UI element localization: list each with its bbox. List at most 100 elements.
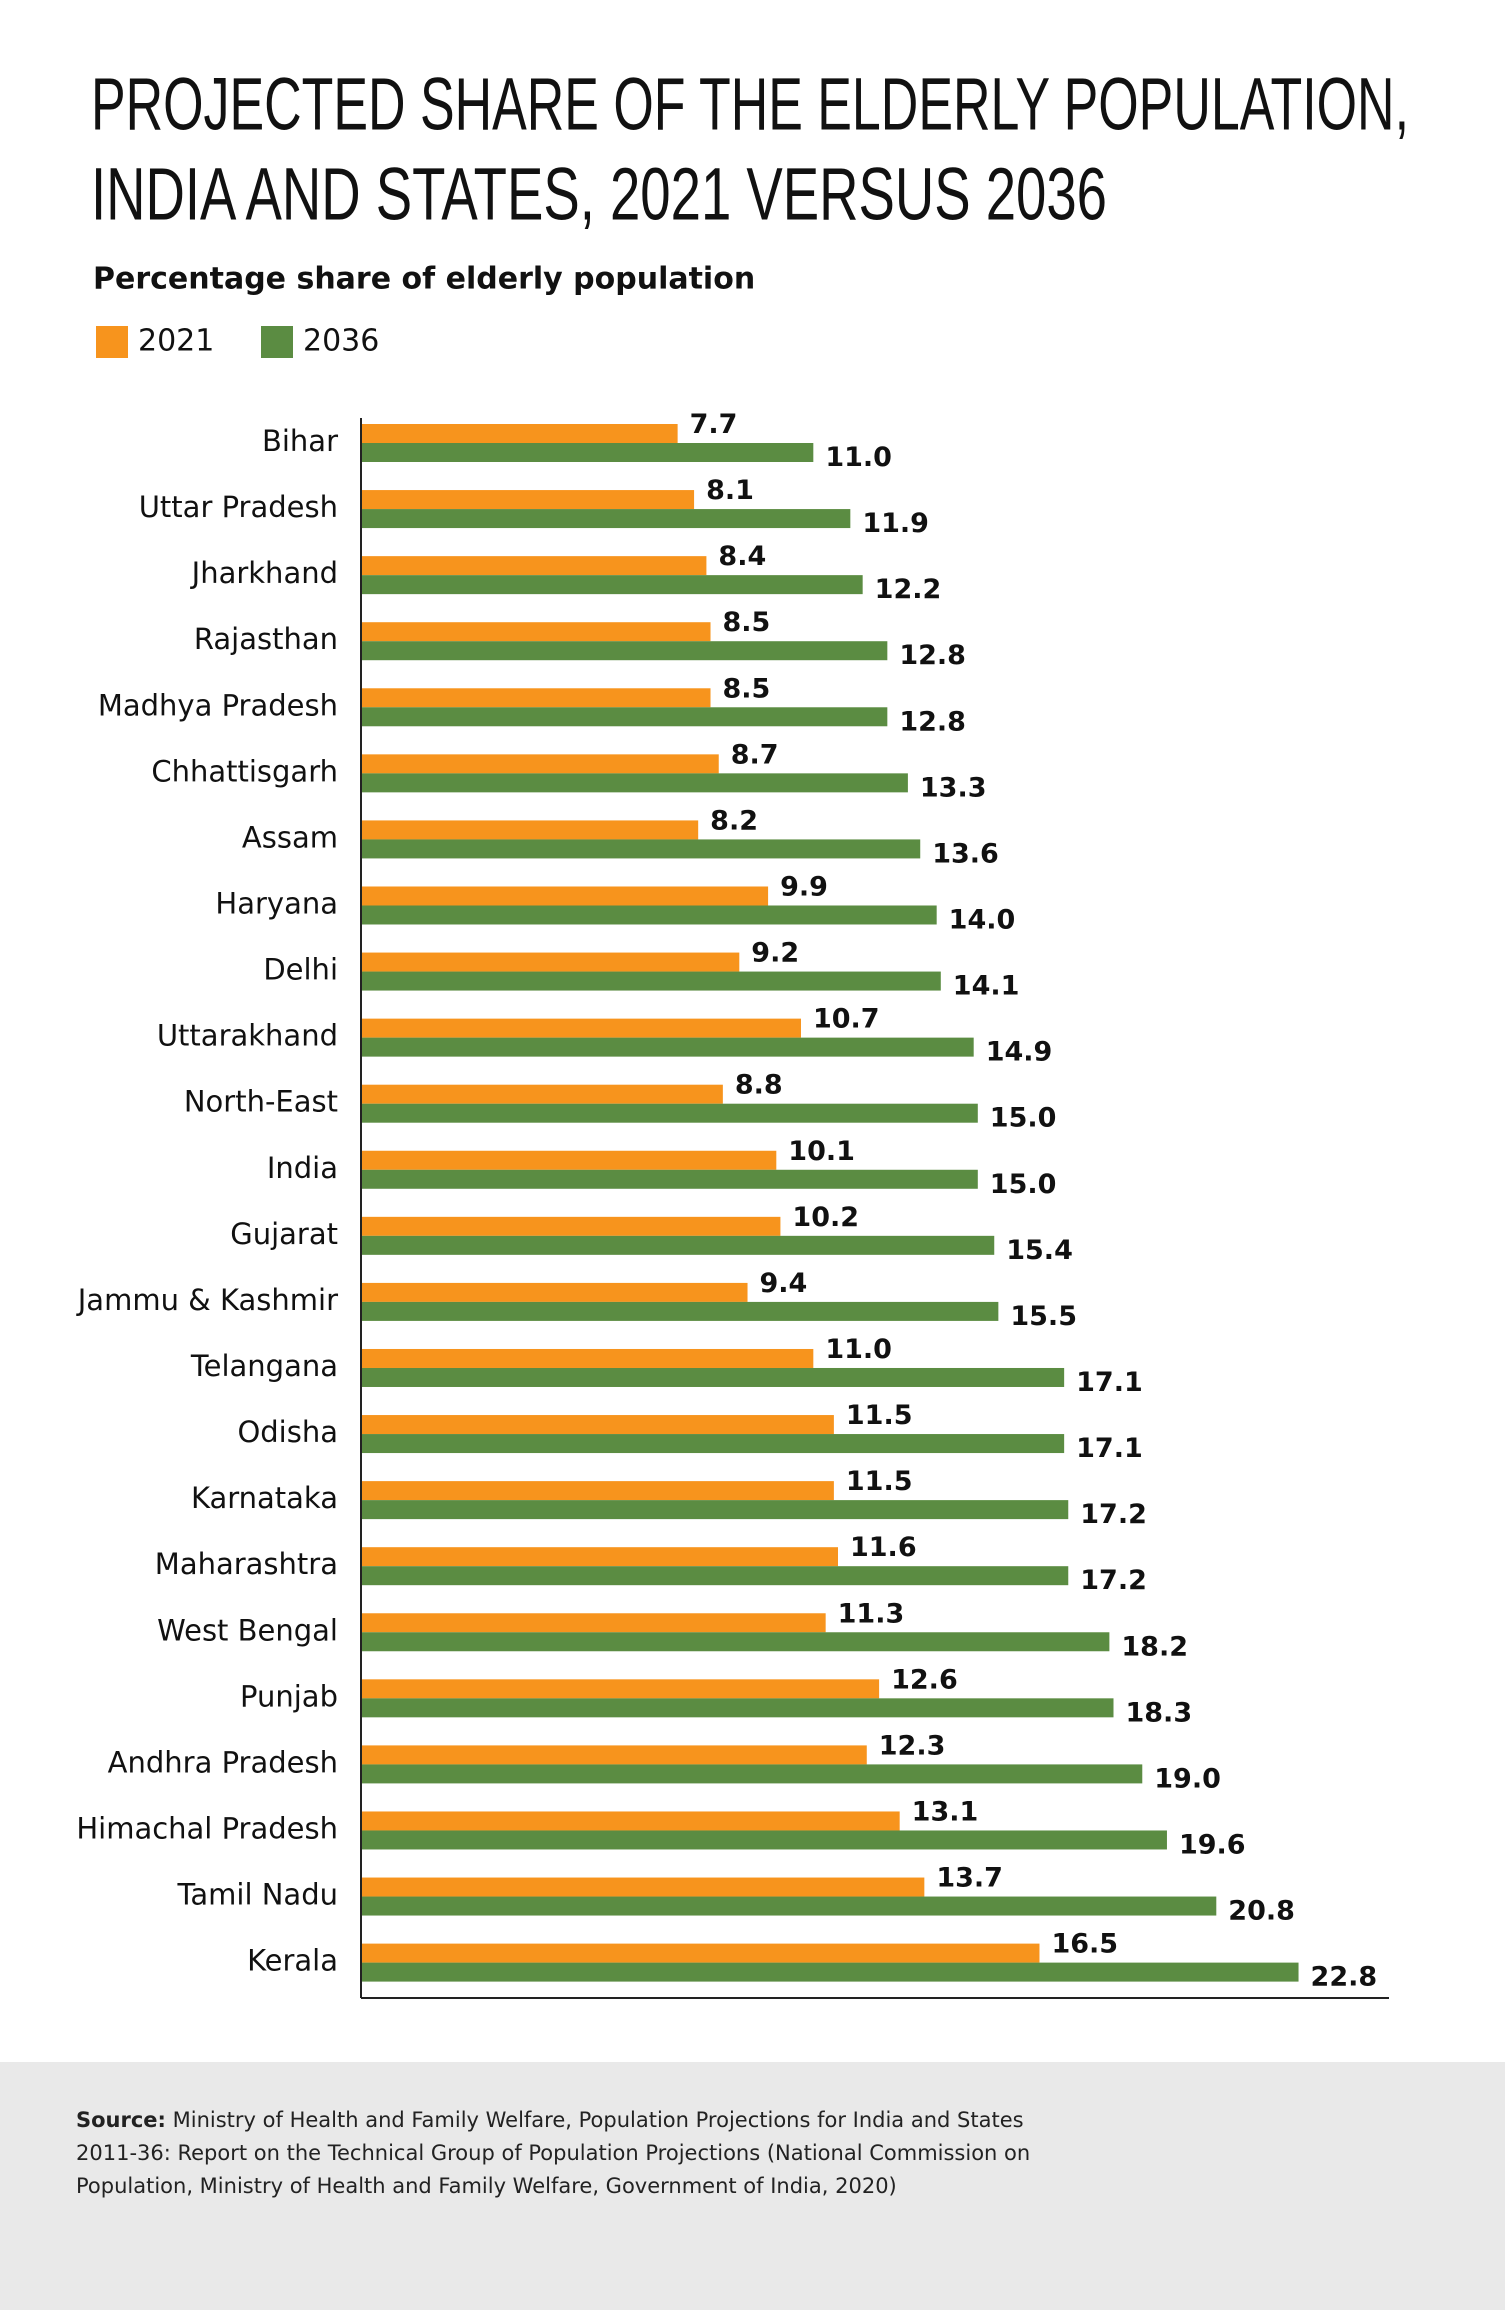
value-label: 20.8 [1228, 1896, 1295, 1927]
legend-swatch [261, 326, 293, 358]
y-tick-label: Odisha [237, 1415, 338, 1449]
bar [361, 905, 937, 925]
bar [361, 1896, 1217, 1916]
y-tick-label: Himachal Pradesh [76, 1811, 338, 1845]
value-label: 10.2 [792, 1202, 859, 1233]
y-tick-label: Jammu & Kashmir [76, 1283, 338, 1317]
bar [361, 707, 888, 727]
bar [361, 754, 719, 774]
y-tick-label: Uttar Pradesh [139, 490, 338, 524]
value-label: 11.5 [846, 1400, 913, 1431]
value-label: 8.7 [731, 739, 779, 770]
y-tick-label: North-East [184, 1085, 338, 1119]
value-label: 17.1 [1076, 1367, 1143, 1398]
bar [361, 1301, 999, 1321]
value-label: 18.3 [1125, 1697, 1192, 1728]
value-label: 11.0 [825, 1334, 892, 1365]
bar [361, 509, 851, 529]
value-label: 14.9 [986, 1037, 1053, 1068]
legend-swatch [96, 326, 128, 358]
bar [361, 1698, 1114, 1718]
value-label: 11.0 [825, 442, 892, 473]
y-tick-label: West Bengal [157, 1613, 338, 1647]
bar [361, 1500, 1069, 1520]
bar [361, 773, 908, 793]
bar [361, 641, 888, 661]
bar [361, 1103, 978, 1123]
value-label: 8.4 [718, 541, 766, 572]
value-label: 11.9 [862, 508, 929, 539]
bar [361, 556, 707, 576]
bar [361, 1235, 995, 1255]
bar [361, 1962, 1299, 1982]
bar [361, 1282, 748, 1302]
bar [361, 1877, 925, 1897]
y-tick-label: Jharkhand [190, 556, 338, 590]
y-tick-label: Assam [242, 820, 338, 854]
bar [361, 1018, 801, 1038]
bar [361, 1764, 1143, 1784]
y-tick-label: Andhra Pradesh [108, 1745, 338, 1779]
bar [361, 1745, 867, 1765]
legend-label: 2036 [303, 324, 379, 359]
bar [361, 1566, 1069, 1586]
chart-subtitle: Percentage share of elderly population [93, 262, 755, 297]
y-tick-label: Maharashtra [155, 1547, 338, 1581]
y-tick-label: Tamil Nadu [176, 1878, 338, 1912]
footer: Source: Ministry of Health and Family We… [0, 2062, 1505, 2310]
value-label: 19.6 [1179, 1829, 1246, 1860]
value-label: 14.0 [949, 904, 1016, 935]
value-label: 9.9 [780, 871, 828, 902]
bar [361, 688, 711, 708]
bar [361, 1367, 1065, 1387]
y-tick-label: Bihar [262, 424, 338, 458]
value-label: 15.0 [990, 1169, 1057, 1200]
source-label: Source: [76, 2108, 166, 2132]
bar [361, 952, 740, 972]
value-label: 8.8 [735, 1070, 783, 1101]
value-label: 8.5 [723, 607, 771, 638]
bar [361, 820, 699, 840]
bar [361, 1037, 974, 1057]
legend-label: 2021 [138, 324, 214, 359]
bar [361, 1632, 1110, 1652]
value-label: 12.8 [899, 640, 966, 671]
value-label: 19.0 [1154, 1763, 1221, 1794]
y-tick-label: Haryana [215, 886, 338, 920]
bar [361, 1811, 900, 1831]
value-label: 10.7 [813, 1004, 880, 1035]
value-label: 22.8 [1311, 1962, 1378, 1993]
y-tick-label: Karnataka [191, 1481, 338, 1515]
bar [361, 1943, 1040, 1963]
y-tick-label: Telangana [190, 1349, 338, 1383]
bar [361, 424, 678, 443]
y-tick-label: Delhi [263, 953, 338, 987]
chart-title: INDIA AND STATES, 2021 VERSUS 2036 [91, 153, 1107, 236]
y-tick-label: Uttarakhand [157, 1019, 338, 1053]
value-label: 15.0 [990, 1103, 1057, 1134]
bar [361, 1415, 834, 1435]
source-text: Ministry of Health and Family Welfare, P… [76, 2108, 1031, 2198]
bar [361, 1150, 777, 1170]
chart: PROJECTED SHARE OF THE ELDERLY POPULATIO… [76, 63, 1409, 1999]
bar [361, 443, 814, 462]
bar [361, 886, 769, 906]
value-label: 8.5 [723, 673, 771, 704]
value-label: 15.5 [1010, 1301, 1077, 1332]
y-tick-label: Chhattisgarh [151, 754, 338, 788]
value-label: 15.4 [1006, 1235, 1073, 1266]
bar [361, 575, 863, 595]
value-label: 17.1 [1076, 1433, 1143, 1464]
bar [361, 1216, 781, 1236]
bar [361, 1481, 834, 1501]
value-label: 17.2 [1080, 1499, 1147, 1530]
chart-title: PROJECTED SHARE OF THE ELDERLY POPULATIO… [91, 63, 1409, 146]
bar [361, 839, 921, 859]
value-label: 12.8 [899, 706, 966, 737]
value-label: 11.3 [838, 1598, 905, 1629]
bar [361, 1679, 880, 1699]
value-label: 10.1 [788, 1136, 855, 1167]
value-label: 8.2 [710, 805, 758, 836]
value-label: 9.2 [751, 938, 799, 969]
value-label: 17.2 [1080, 1565, 1147, 1596]
